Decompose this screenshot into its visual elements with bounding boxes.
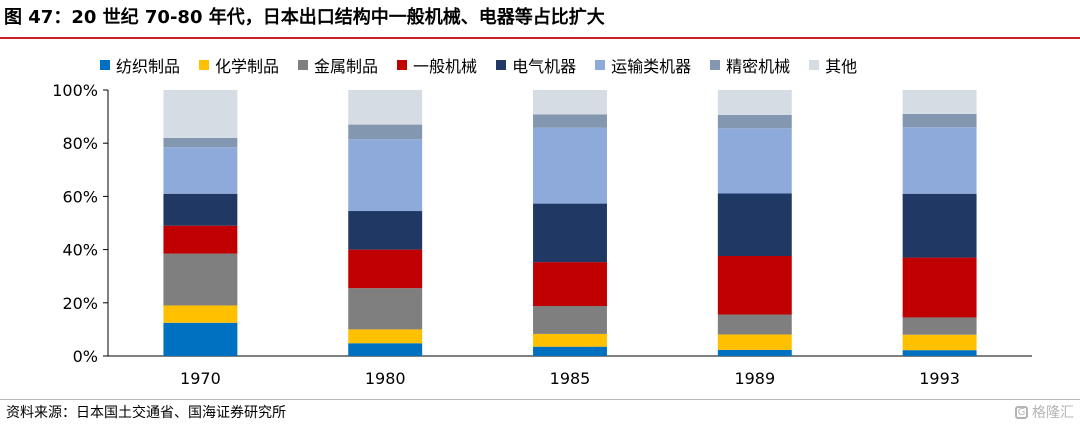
bar-segment xyxy=(348,211,423,250)
watermark: G 格隆汇 xyxy=(1015,402,1074,422)
bar-segment xyxy=(533,333,607,347)
legend-item: 精密机械 xyxy=(710,53,790,77)
bar-segment xyxy=(163,253,238,306)
y-tick-label: 60% xyxy=(62,187,98,206)
bar-segment xyxy=(533,262,607,306)
legend-item: 其他 xyxy=(809,53,857,77)
legend-swatch xyxy=(397,60,408,70)
y-tick-label: 80% xyxy=(62,134,98,153)
bar-segment xyxy=(533,90,607,115)
title-divider xyxy=(0,37,1080,39)
bar-segment xyxy=(163,90,238,138)
legend-swatch xyxy=(100,60,110,70)
bar-segment xyxy=(533,127,607,204)
legend-swatch xyxy=(199,60,210,70)
source-note: 资料来源：日本国土交通省、国海证券研究所 xyxy=(6,405,286,421)
bar-segment xyxy=(717,349,792,356)
bar-segment xyxy=(533,203,607,263)
bar-segment xyxy=(902,334,977,351)
x-tick-label: 1970 xyxy=(180,369,221,388)
x-tick-label: 1980 xyxy=(365,369,406,388)
y-tick-label: 100% xyxy=(52,81,98,100)
bar-segment xyxy=(902,90,977,114)
bar-segment xyxy=(163,225,238,254)
legend-swatch xyxy=(496,60,507,70)
legend-item: 纺织制品 xyxy=(100,53,180,77)
legend-swatch xyxy=(298,60,309,70)
bar-segment xyxy=(348,90,423,125)
bar-segment xyxy=(717,334,792,350)
legend-label: 金属制品 xyxy=(314,57,379,76)
legend-swatch xyxy=(809,60,820,70)
bar-segment xyxy=(533,346,607,356)
bar-segment xyxy=(717,314,792,335)
legend-label: 运输类机器 xyxy=(611,57,692,76)
bar-segment xyxy=(348,343,423,356)
y-tick-label: 0% xyxy=(73,347,98,366)
legend-item: 化学制品 xyxy=(199,53,279,77)
source-divider xyxy=(0,399,1080,400)
watermark-logo-icon: G xyxy=(1015,405,1028,419)
legend-swatch xyxy=(595,60,606,70)
legend-label: 化学制品 xyxy=(215,57,280,76)
legend-item: 一般机械 xyxy=(397,53,477,77)
legend-label: 电气机器 xyxy=(512,57,577,76)
legend-swatch xyxy=(710,60,721,70)
bar-segment xyxy=(902,127,977,194)
x-tick-label: 1993 xyxy=(919,369,960,388)
x-tick-label: 1985 xyxy=(550,369,591,388)
bar-segment xyxy=(902,350,977,356)
legend-item: 电气机器 xyxy=(496,53,576,77)
bar-segment xyxy=(717,255,792,315)
bar-segment xyxy=(163,322,238,356)
bar-segment xyxy=(902,193,977,258)
bar-segment xyxy=(717,193,792,256)
bar-segment xyxy=(717,115,792,129)
chart-legend: 纺织制品 化学制品 金属制品 一般机械 电气机器 运输类机器 精密机械 其他 xyxy=(100,53,857,77)
legend-label: 其他 xyxy=(825,57,858,76)
bar-segment xyxy=(533,305,607,334)
bar-segment xyxy=(163,305,238,323)
legend-label: 精密机械 xyxy=(726,57,791,76)
bar-segment xyxy=(163,137,238,148)
legend-item: 运输类机器 xyxy=(595,53,691,77)
stacked-bar-chart: 0% 20% 40% 60% 80% 100% 1970 1980 1985 1989 1993 xyxy=(52,81,1032,388)
bar-segment xyxy=(348,329,423,344)
watermark-text: 格隆汇 xyxy=(1032,405,1074,421)
bar-segment xyxy=(533,114,607,128)
bar-segment xyxy=(717,128,792,194)
bar-segment xyxy=(163,147,238,194)
legend-item: 金属制品 xyxy=(298,53,378,77)
bar-segment xyxy=(902,317,977,335)
bar-segment xyxy=(348,288,423,330)
bar-segment xyxy=(348,139,423,212)
bar-segment xyxy=(348,249,423,289)
bar-segment xyxy=(348,124,423,140)
y-tick-label: 40% xyxy=(62,241,98,260)
legend-label: 纺织制品 xyxy=(116,57,181,76)
y-tick-label: 20% xyxy=(62,294,98,313)
legend-label: 一般机械 xyxy=(413,57,478,76)
bar-segment xyxy=(902,257,977,318)
bar-segment xyxy=(902,113,977,128)
bar-segment xyxy=(163,193,238,226)
chart-title: 图 47：20 世纪 70-80 年代，日本出口结构中一般机械、电器等占比扩大 xyxy=(4,7,605,28)
x-tick-label: 1989 xyxy=(734,369,775,388)
bar-segment xyxy=(717,90,792,116)
